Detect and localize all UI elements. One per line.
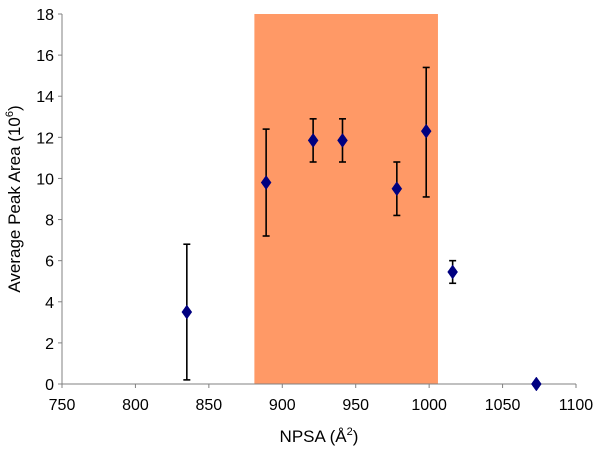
- x-axis-title-sup: 2: [347, 426, 353, 438]
- y-axis-title-sup: 6: [4, 111, 16, 117]
- y-axis-title-text: Average Peak Area (10: [5, 117, 24, 292]
- x-axis-title-text: NPSA (Å: [280, 427, 348, 446]
- y-tick-label: 4: [45, 295, 54, 312]
- x-tick-label: 900: [269, 397, 296, 414]
- highlight-band-layer: [254, 14, 438, 384]
- y-tick-label: 6: [45, 254, 54, 271]
- highlight-band: [254, 14, 438, 384]
- y-axis-title-suffix: ): [5, 105, 24, 111]
- x-axis-title-suffix: ): [353, 427, 359, 446]
- axes: [61, 14, 576, 385]
- y-tick-label: 18: [36, 7, 54, 24]
- x-tick-label: 950: [342, 397, 369, 414]
- y-tick-label: 14: [36, 89, 54, 106]
- data-point: [337, 132, 348, 148]
- y-tick-label: 0: [45, 377, 54, 394]
- x-tick-label: 750: [49, 397, 76, 414]
- data-points: [181, 123, 542, 392]
- x-tick-label: 1050: [485, 397, 521, 414]
- y-axis-title: Average Peak Area (106): [4, 105, 24, 292]
- data-point: [181, 304, 193, 320]
- x-tick-label: 800: [122, 397, 149, 414]
- tick-labels: 0 2 4 6 8 10 12 14 16 18 750 800 850 900 950 1000 1050 11…: [36, 7, 593, 414]
- x-axis-title: NPSA (Å2): [280, 426, 359, 446]
- y-tick-label: 2: [45, 336, 54, 353]
- y-tick-label: 16: [36, 48, 54, 65]
- x-tick-label: 850: [196, 397, 223, 414]
- data-point: [307, 132, 319, 148]
- y-tick-label: 8: [45, 213, 54, 230]
- data-point: [260, 175, 272, 190]
- x-tick-label: 1100: [559, 397, 594, 414]
- y-tick-label: 10: [36, 171, 54, 188]
- y-tick-label: 12: [36, 130, 54, 147]
- data-point: [531, 376, 542, 392]
- data-point: [420, 123, 432, 139]
- data-point: [391, 181, 403, 197]
- data-point: [447, 264, 458, 280]
- x-tick-label: 1000: [411, 397, 447, 414]
